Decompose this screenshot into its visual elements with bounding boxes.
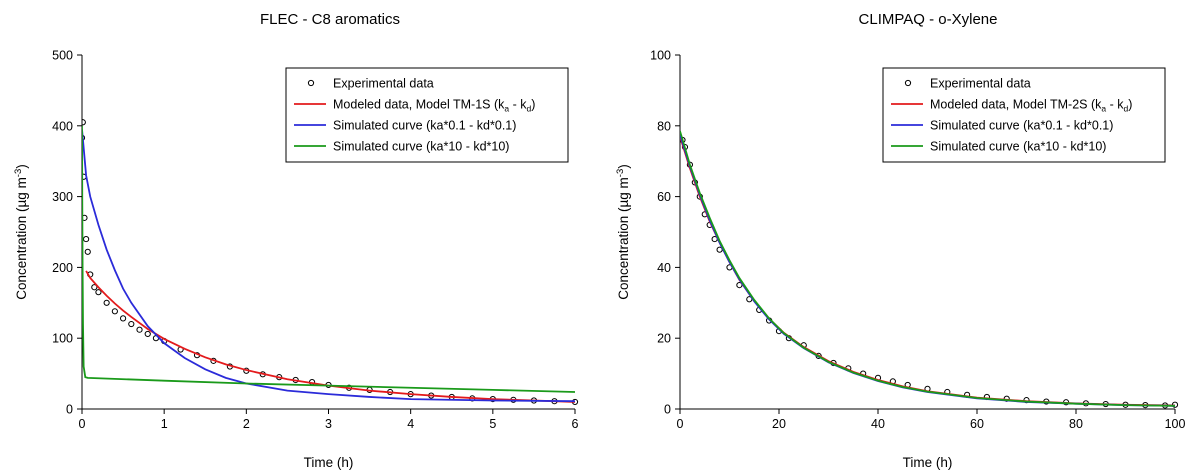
x-tick-label: 100 xyxy=(1165,417,1186,431)
data-point xyxy=(95,289,102,296)
y-axis-label-sup: -3 xyxy=(13,169,24,177)
legend-label: Modeled data, Model TM-2S (ka - kd) xyxy=(930,98,1132,114)
y-tick-label: 40 xyxy=(657,261,671,275)
legend-label: Simulated curve (ka*0.1 - kd*0.1) xyxy=(930,119,1113,133)
y-axis-label: Concentration (µg m-3) xyxy=(615,164,631,300)
legend-label-text: Modeled data, Model TM-2S (k xyxy=(930,98,1102,112)
legend-label-text: Modeled data, Model TM-1S (k xyxy=(333,98,505,112)
x-tick-label: 6 xyxy=(572,417,579,431)
legend-end: ) xyxy=(531,98,535,112)
legend-sub: d xyxy=(526,104,531,114)
data-point xyxy=(103,299,110,306)
legend-label: Simulated curve (ka*0.1 - kd*0.1) xyxy=(333,119,516,133)
series-line-3 xyxy=(680,130,1176,407)
y-tick-label: 0 xyxy=(66,403,73,417)
data-point xyxy=(136,326,143,333)
legend-box xyxy=(882,67,1166,163)
y-axis-label-sup: -3 xyxy=(615,169,626,177)
legend-label-text: Simulated curve (ka*10 - kd*10) xyxy=(930,140,1106,154)
x-tick-label: 40 xyxy=(871,417,885,431)
legend-label-text: Experimental data xyxy=(333,77,434,91)
y-tick-label: 0 xyxy=(664,403,671,417)
data-point xyxy=(82,214,88,221)
legend-marker xyxy=(904,79,912,87)
legend-label: Modeled data, Model TM-1S (ka - kd) xyxy=(333,98,535,114)
legend-sub: a xyxy=(504,104,509,114)
legend-label-text: Simulated curve (ka*0.1 - kd*0.1) xyxy=(333,119,516,133)
legend-sub: d xyxy=(1123,104,1128,114)
data-point xyxy=(128,320,135,328)
series-line-2 xyxy=(82,129,576,403)
plot-area xyxy=(82,119,579,406)
x-tick-label: 60 xyxy=(970,417,984,431)
chart-1: FLEC - C8 aromatics 0 1 2 3 4 5 6 0 100 200 300 400 5… xyxy=(13,11,579,470)
y-tick-label: 60 xyxy=(657,190,671,204)
x-axis-label: Time (h) xyxy=(903,455,953,470)
legend-marker xyxy=(307,79,315,87)
legend-label-text: Experimental data xyxy=(930,77,1031,91)
legend-label: Simulated curve (ka*10 - kd*10) xyxy=(930,140,1106,154)
x-tick-label: 0 xyxy=(79,417,86,431)
x-tick-label: 20 xyxy=(772,417,786,431)
x-tick-label: 2 xyxy=(243,417,250,431)
y-tick-label: 100 xyxy=(52,332,73,346)
x-tick-label: 3 xyxy=(325,417,332,431)
y-axis-label-text: Concentration (µg m xyxy=(14,177,29,300)
data-point xyxy=(736,282,743,289)
data-point xyxy=(91,284,98,291)
data-point xyxy=(84,248,91,255)
chart-2: CLIMPAQ - o-Xylene 0 20 40 60 80 100 0 20 40 60 80 1… xyxy=(615,11,1185,470)
y-tick-label: 500 xyxy=(52,49,73,63)
legend: Experimental data Modeled data, Model TM-… xyxy=(285,67,569,163)
legend-mid: - k xyxy=(509,98,527,112)
series-line-1 xyxy=(85,270,576,403)
y-axis-label-text: Concentration (µg m xyxy=(616,177,631,300)
x-tick-label: 4 xyxy=(407,417,414,431)
legend-label-text: Simulated curve (ka*0.1 - kd*0.1) xyxy=(930,119,1113,133)
series-line-2 xyxy=(680,134,1176,407)
data-point xyxy=(119,315,127,322)
y-axis-label-end: ) xyxy=(14,164,29,169)
legend: Experimental data Modeled data, Model TM-… xyxy=(882,67,1166,163)
y-tick-label: 300 xyxy=(52,190,73,204)
y-axis-label: Concentration (µg m-3) xyxy=(13,164,29,300)
y-tick-label: 400 xyxy=(52,119,73,133)
y-tick-label: 80 xyxy=(657,119,671,133)
legend-mid: - k xyxy=(1106,98,1124,112)
chart-title: CLIMPAQ - o-Xylene xyxy=(859,11,998,28)
y-tick-label: 20 xyxy=(657,332,671,346)
chart-title: FLEC - C8 aromatics xyxy=(260,11,400,28)
data-point xyxy=(144,330,151,338)
legend-label-text: Simulated curve (ka*10 - kd*10) xyxy=(333,140,509,154)
legend-end: ) xyxy=(1128,98,1132,112)
legend-label: Experimental data xyxy=(930,77,1031,91)
data-point xyxy=(82,119,86,126)
x-axis-label: Time (h) xyxy=(304,455,354,470)
x-tick-label: 0 xyxy=(677,417,684,431)
data-point xyxy=(111,308,118,315)
series-line-1 xyxy=(680,136,1176,407)
x-tick-label: 1 xyxy=(161,417,168,431)
data-point xyxy=(83,235,90,243)
y-tick-label: 100 xyxy=(650,49,671,63)
series-line-3 xyxy=(82,125,576,393)
y-axis-label-end: ) xyxy=(616,164,631,169)
x-tick-label: 80 xyxy=(1069,417,1083,431)
plot-area xyxy=(680,130,1179,409)
legend-label: Experimental data xyxy=(333,77,434,91)
x-tick-label: 5 xyxy=(489,417,496,431)
legend-sub: a xyxy=(1101,104,1106,114)
y-tick-label: 200 xyxy=(52,261,73,275)
legend-box xyxy=(285,67,569,163)
legend-label: Simulated curve (ka*10 - kd*10) xyxy=(333,140,509,154)
